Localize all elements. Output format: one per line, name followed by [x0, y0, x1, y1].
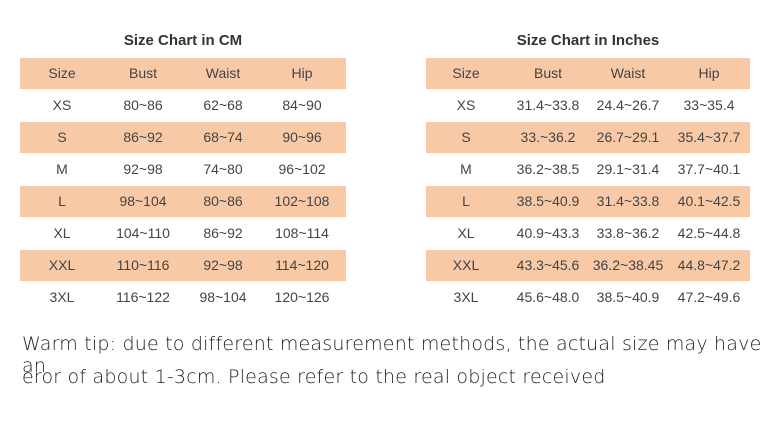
cell: XL — [53, 225, 71, 241]
cell: 31.4~33.8 — [516, 97, 580, 113]
table-row: L 98~104 80~86 102~108 — [20, 186, 346, 217]
header-cell: Waist — [205, 65, 241, 81]
header-cell: Size — [452, 65, 480, 81]
header-row: Size Bust Waist Hip — [426, 58, 750, 89]
cell: XS — [52, 97, 72, 113]
cell: 102~108 — [274, 193, 330, 209]
cell: XL — [457, 225, 475, 241]
cell: 38.5~40.9 — [596, 289, 660, 305]
header-cell: Hip — [291, 65, 313, 81]
cell: L — [462, 193, 470, 209]
table-row: XL 40.9~43.3 33.8~36.2 42.5~44.8 — [426, 218, 750, 249]
cell: S — [461, 129, 471, 145]
cell: 40.1~42.5 — [677, 193, 741, 209]
cell: 74~80 — [203, 161, 243, 177]
header-cell: Bust — [533, 65, 562, 81]
header-cell: Waist — [610, 65, 646, 81]
cell: 31.4~33.8 — [596, 193, 660, 209]
table-row: XXL 110~116 92~98 114~120 — [20, 250, 346, 281]
cell: 86~92 — [123, 129, 163, 145]
cell: XXL — [48, 257, 76, 273]
cell: 40.9~43.3 — [516, 225, 580, 241]
cell: M — [460, 161, 472, 177]
cell: 120~126 — [274, 289, 330, 305]
cell: L — [58, 193, 66, 209]
cell: 98~104 — [119, 193, 167, 209]
cell: 36.2~38.5 — [516, 161, 580, 177]
cell: 47.2~49.6 — [677, 289, 741, 305]
cell: 42.5~44.8 — [677, 225, 741, 241]
table-title: Size Chart in CM — [123, 32, 243, 49]
cell: 33~35.4 — [683, 97, 735, 113]
cell: 33.~36.2 — [520, 129, 576, 145]
cell: 38.5~40.9 — [516, 193, 580, 209]
table-row: L 38.5~40.9 31.4~33.8 40.1~42.5 — [426, 186, 750, 217]
cell: 108~114 — [275, 225, 329, 241]
cell: 114~120 — [275, 257, 329, 273]
header-cell: Hip — [698, 65, 720, 81]
cell: XXL — [452, 257, 480, 273]
table-row: 3XL 116~122 98~104 120~126 — [20, 282, 346, 313]
cell: 86~92 — [203, 225, 243, 241]
cell: 43.3~45.6 — [516, 257, 580, 273]
cell: 37.7~40.1 — [677, 161, 741, 177]
table-row: XL 104~110 86~92 108~114 — [20, 218, 346, 249]
table-row: M 36.2~38.5 29.1~31.4 37.7~40.1 — [426, 154, 750, 185]
cell: 90~96 — [282, 129, 322, 145]
table-row: XS 80~86 62~68 84~90 — [20, 90, 346, 121]
tip-line: Warm tip: due to different measurement m… — [22, 333, 762, 377]
table-title: Size Chart in Inches — [516, 32, 660, 49]
cell: M — [56, 161, 68, 177]
cell: 24.4~26.7 — [596, 97, 660, 113]
cell: 33.8~36.2 — [596, 225, 660, 241]
cell: 3XL — [49, 289, 75, 305]
tip-line: eror of about 1-3cm. Please refer to the… — [22, 366, 606, 388]
cell: 92~98 — [203, 257, 243, 273]
cell: 35.4~37.7 — [677, 129, 741, 145]
header-cell: Bust — [128, 65, 157, 81]
cell: 45.6~48.0 — [516, 289, 580, 305]
cell: 110~116 — [116, 257, 170, 273]
cell: 116~122 — [116, 289, 170, 305]
cell: 68~74 — [203, 129, 243, 145]
table-row: S 33.~36.2 26.7~29.1 35.4~37.7 — [426, 122, 750, 153]
cell: 36.2~38.45 — [592, 257, 664, 273]
cell: 26.7~29.1 — [596, 129, 660, 145]
cell: 96~102 — [278, 161, 326, 177]
cell: XS — [456, 97, 476, 113]
table-row: S 86~92 68~74 90~96 — [20, 122, 346, 153]
table-row: XS 31.4~33.8 24.4~26.7 33~35.4 — [426, 90, 750, 121]
cell: 98~104 — [199, 289, 247, 305]
cell: S — [57, 129, 67, 145]
cell: 44.8~47.2 — [677, 257, 741, 273]
cell: 80~86 — [123, 97, 163, 113]
cell: 3XL — [453, 289, 479, 305]
cell: 29.1~31.4 — [596, 161, 660, 177]
cell: 92~98 — [123, 161, 163, 177]
table-row: XXL 43.3~45.6 36.2~38.45 44.8~47.2 — [426, 250, 750, 281]
header-row: Size Bust Waist Hip — [20, 58, 346, 89]
cell: 62~68 — [203, 97, 243, 113]
cell: 80~86 — [203, 193, 243, 209]
cell: 84~90 — [282, 97, 322, 113]
header-cell: Size — [48, 65, 76, 81]
table-row: M 92~98 74~80 96~102 — [20, 154, 346, 185]
table-row: 3XL 45.6~48.0 38.5~40.9 47.2~49.6 — [426, 282, 750, 313]
cell: 104~110 — [116, 225, 170, 241]
